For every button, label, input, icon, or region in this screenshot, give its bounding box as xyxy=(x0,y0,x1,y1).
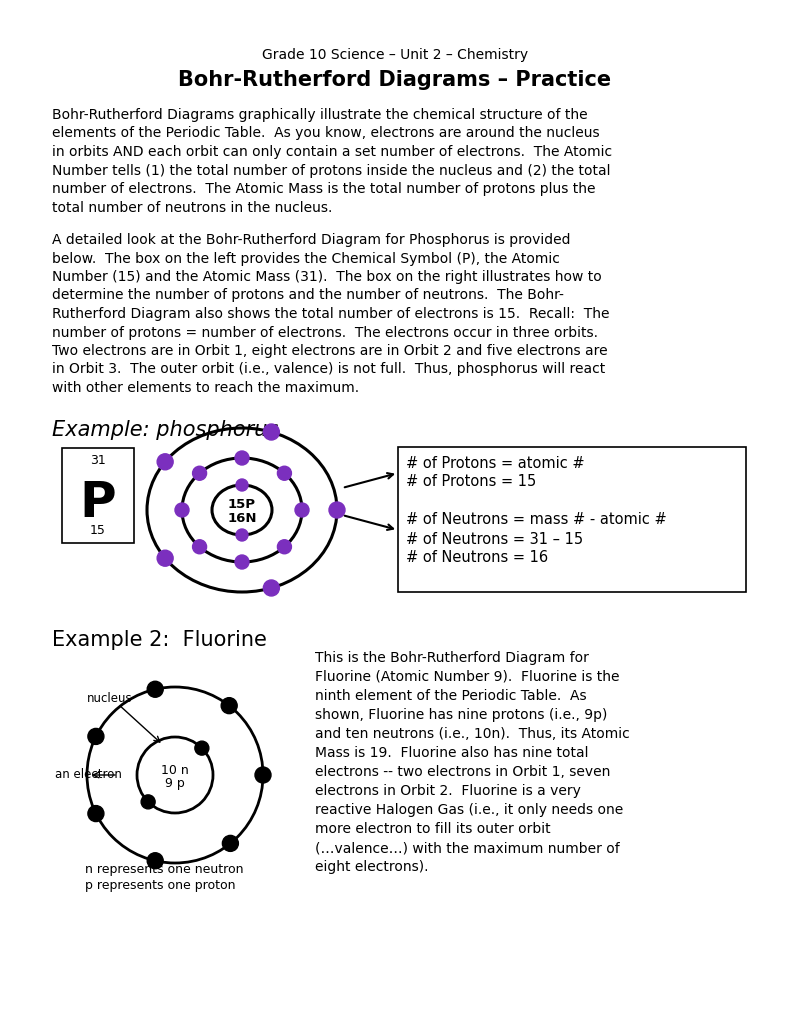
Text: Bohr-Rutherford Diagrams – Practice: Bohr-Rutherford Diagrams – Practice xyxy=(179,70,611,90)
Bar xyxy=(398,447,746,592)
Text: p represents one proton: p represents one proton xyxy=(85,880,236,893)
Text: below.  The box on the left provides the Chemical Symbol (P), the Atomic: below. The box on the left provides the … xyxy=(52,252,560,265)
Text: Mass is 19.  Fluorine also has nine total: Mass is 19. Fluorine also has nine total xyxy=(315,746,589,760)
Text: 15: 15 xyxy=(90,524,106,538)
Text: more electron to fill its outer orbit: more electron to fill its outer orbit xyxy=(315,822,551,836)
Circle shape xyxy=(192,540,206,554)
Text: 31: 31 xyxy=(90,455,106,468)
Text: (…valence…) with the maximum number of: (…valence…) with the maximum number of xyxy=(315,841,620,855)
Text: 9 p: 9 p xyxy=(165,776,185,790)
Text: with other elements to reach the maximum.: with other elements to reach the maximum… xyxy=(52,381,359,395)
Text: shown, Fluorine has nine protons (i.e., 9p): shown, Fluorine has nine protons (i.e., … xyxy=(315,708,607,722)
Circle shape xyxy=(157,454,173,470)
Bar xyxy=(62,449,134,543)
Text: # of Protons = 15: # of Protons = 15 xyxy=(406,474,536,489)
Circle shape xyxy=(192,466,206,480)
Circle shape xyxy=(329,502,345,518)
Text: 10 n: 10 n xyxy=(161,764,189,776)
Text: Grade 10 Science – Unit 2 – Chemistry: Grade 10 Science – Unit 2 – Chemistry xyxy=(262,48,528,62)
Circle shape xyxy=(263,424,279,440)
Circle shape xyxy=(195,741,209,755)
Text: nucleus: nucleus xyxy=(87,691,133,705)
Text: ninth element of the Periodic Table.  As: ninth element of the Periodic Table. As xyxy=(315,689,587,703)
Text: A detailed look at the Bohr-Rutherford Diagram for Phosphorus is provided: A detailed look at the Bohr-Rutherford D… xyxy=(52,233,570,247)
Text: # of Neutrons = 31 – 15: # of Neutrons = 31 – 15 xyxy=(406,531,583,547)
Text: in orbits AND each orbit can only contain a set number of electrons.  The Atomic: in orbits AND each orbit can only contai… xyxy=(52,145,612,159)
Circle shape xyxy=(147,853,163,868)
Text: 15P: 15P xyxy=(228,499,256,512)
Text: number of protons = number of electrons.  The electrons occur in three orbits.: number of protons = number of electrons.… xyxy=(52,326,598,340)
Circle shape xyxy=(88,728,104,744)
Circle shape xyxy=(235,555,249,569)
Circle shape xyxy=(278,540,291,554)
Text: electrons in Orbit 2.  Fluorine is a very: electrons in Orbit 2. Fluorine is a very xyxy=(315,784,581,798)
Text: an electron: an electron xyxy=(55,768,122,781)
Circle shape xyxy=(222,836,238,851)
Text: P: P xyxy=(80,479,116,527)
Text: determine the number of protons and the number of neutrons.  The Bohr-: determine the number of protons and the … xyxy=(52,289,564,302)
Circle shape xyxy=(236,529,248,541)
Text: elements of the Periodic Table.  As you know, electrons are around the nucleus: elements of the Periodic Table. As you k… xyxy=(52,127,600,140)
Text: number of electrons.  The Atomic Mass is the total number of protons plus the: number of electrons. The Atomic Mass is … xyxy=(52,182,596,196)
Text: reactive Halogen Gas (i.e., it only needs one: reactive Halogen Gas (i.e., it only need… xyxy=(315,803,623,817)
Text: # of Neutrons = 16: # of Neutrons = 16 xyxy=(406,551,548,565)
Circle shape xyxy=(141,795,155,809)
Circle shape xyxy=(221,697,237,714)
Text: total number of neutrons in the nucleus.: total number of neutrons in the nucleus. xyxy=(52,201,332,214)
Circle shape xyxy=(295,503,309,517)
Text: eight electrons).: eight electrons). xyxy=(315,860,429,874)
Text: 16N: 16N xyxy=(227,512,257,524)
Text: Number (15) and the Atomic Mass (31).  The box on the right illustrates how to: Number (15) and the Atomic Mass (31). Th… xyxy=(52,270,602,284)
Circle shape xyxy=(255,767,271,783)
Circle shape xyxy=(157,550,173,566)
Text: Bohr-Rutherford Diagrams graphically illustrate the chemical structure of the: Bohr-Rutherford Diagrams graphically ill… xyxy=(52,108,588,122)
Text: Rutherford Diagram also shows the total number of electrons is 15.  Recall:  The: Rutherford Diagram also shows the total … xyxy=(52,307,610,321)
Text: Example: phosphorus: Example: phosphorus xyxy=(52,420,278,440)
Text: # of Protons = atomic #: # of Protons = atomic # xyxy=(406,456,585,470)
Text: Fluorine (Atomic Number 9).  Fluorine is the: Fluorine (Atomic Number 9). Fluorine is … xyxy=(315,670,619,684)
Text: electrons -- two electrons in Orbit 1, seven: electrons -- two electrons in Orbit 1, s… xyxy=(315,765,611,779)
Text: Two electrons are in Orbit 1, eight electrons are in Orbit 2 and five electrons : Two electrons are in Orbit 1, eight elec… xyxy=(52,344,607,358)
Text: Example 2:  Fluorine: Example 2: Fluorine xyxy=(52,630,267,650)
Text: and ten neutrons (i.e., 10n).  Thus, its Atomic: and ten neutrons (i.e., 10n). Thus, its … xyxy=(315,727,630,741)
Text: # of Neutrons = mass # - atomic #: # of Neutrons = mass # - atomic # xyxy=(406,512,667,527)
Circle shape xyxy=(236,479,248,490)
Text: This is the Bohr-Rutherford Diagram for: This is the Bohr-Rutherford Diagram for xyxy=(315,651,589,665)
Circle shape xyxy=(175,503,189,517)
Circle shape xyxy=(235,451,249,465)
Text: n represents one neutron: n represents one neutron xyxy=(85,863,244,877)
Circle shape xyxy=(278,466,291,480)
Text: Number tells (1) the total number of protons inside the nucleus and (2) the tota: Number tells (1) the total number of pro… xyxy=(52,164,611,177)
Circle shape xyxy=(263,580,279,596)
Text: in Orbit 3.  The outer orbit (i.e., valence) is not full.  Thus, phosphorus will: in Orbit 3. The outer orbit (i.e., valen… xyxy=(52,362,605,377)
Circle shape xyxy=(147,681,163,697)
Circle shape xyxy=(88,806,104,821)
